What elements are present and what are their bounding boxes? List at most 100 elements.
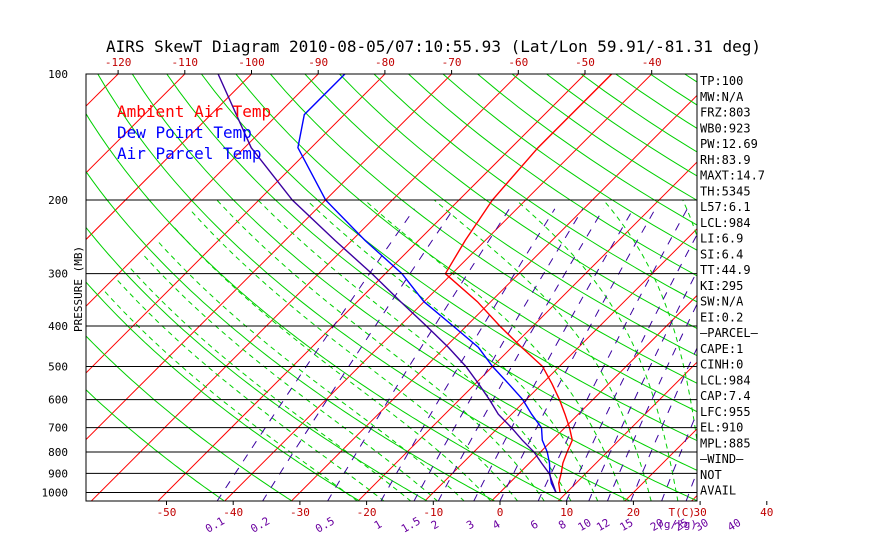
dry-adiabat-line	[86, 389, 226, 501]
bottom-temp-tick: -10	[423, 506, 443, 519]
top-temp-tick: -100	[238, 56, 265, 69]
mixing-ratio-tick: 30	[693, 516, 711, 534]
mixing-ratio-line	[413, 208, 584, 501]
mixing-ratio-line	[437, 208, 604, 501]
index-item: CAPE:1	[700, 342, 743, 356]
mixing-ratio-tick: 40	[725, 516, 743, 534]
dry-adiabat-line	[788, 74, 870, 501]
mixing-ratio-tick: 8	[556, 518, 568, 533]
isotherm-line	[758, 65, 870, 502]
isotherm-line	[86, 74, 319, 307]
dry-adiabat-line	[373, 74, 697, 303]
pressure-tick-700: 700	[48, 422, 68, 435]
mixing-ratio-line	[380, 208, 556, 501]
legend-dew-point-temp: Dew Point Temp	[117, 123, 252, 142]
moist-adiabat-line	[104, 290, 359, 501]
dry-adiabat-line	[97, 74, 631, 501]
mixing-ratio-line	[216, 208, 415, 501]
index-item: EL:910	[700, 421, 743, 435]
dry-adiabat-line	[235, 74, 697, 413]
pressure-tick-400: 400	[48, 320, 68, 333]
pressure-tick-500: 500	[48, 361, 68, 374]
bottom-temp-tick: 40	[760, 506, 773, 519]
index-item: LI:6.9	[700, 232, 743, 246]
isotherm-line	[490, 294, 697, 501]
moist-adiabat-line	[257, 199, 572, 501]
chart-title: AIRS SkewT Diagram 2010-08-05/07:10:55.9…	[106, 37, 761, 56]
legend-air-parcel-temp: Air Parcel Temp	[117, 144, 262, 163]
index-item: CAP:7.4	[700, 389, 751, 403]
mixing-ratio-line	[499, 208, 656, 501]
moist-adiabat-line	[156, 240, 465, 501]
isotherm-line	[86, 74, 386, 374]
dry-adiabat-line	[442, 74, 697, 251]
dry-adiabat-line	[86, 112, 564, 501]
mixing-ratio-tick: 2	[429, 518, 441, 533]
isotherm-line	[557, 361, 697, 501]
moist-adiabat-line	[142, 254, 439, 501]
air-parcel-temp-line	[217, 74, 557, 493]
dry-adiabat-line	[86, 170, 496, 501]
index-item: LFC:955	[700, 405, 751, 419]
pressure-tick-600: 600	[48, 394, 68, 407]
mixing-ratio-line	[739, 209, 854, 502]
bottom-axis-unit: T(C)	[669, 506, 696, 519]
mixing-ratio-tick: 12	[594, 516, 612, 534]
index-item: WB0:923	[700, 121, 751, 135]
top-temp-tick: -70	[442, 56, 462, 69]
mixing-ratio-line	[565, 233, 697, 501]
bottom-temp-tick: -50	[157, 506, 177, 519]
grid-lines	[86, 65, 870, 502]
mixing-ratio-tick: 20	[648, 516, 666, 534]
bottom-temp-tick: -30	[290, 506, 310, 519]
top-temp-tick: -50	[575, 56, 595, 69]
bottom-temp-tick: 30	[693, 506, 706, 519]
index-item: NOT	[700, 468, 722, 482]
index-item: KI:295	[700, 279, 743, 293]
index-item: SI:6.4	[700, 247, 743, 261]
index-item: LCL:984	[700, 373, 751, 387]
mixing-ratio-tick: 4	[490, 517, 503, 532]
dry-adiabat-line	[270, 74, 697, 384]
moist-adiabat-line	[433, 199, 652, 501]
index-item: LCL:984	[700, 216, 751, 230]
index-item: —PARCEL—	[700, 326, 759, 340]
index-item: CINH:0	[700, 358, 743, 372]
dry-adiabat-line	[86, 226, 429, 501]
isotherm-line	[825, 65, 870, 502]
mixing-ratio-line	[606, 303, 697, 501]
bottom-temp-tick: 0	[497, 506, 504, 519]
top-temp-tick: -80	[375, 56, 395, 69]
dry-adiabat-line	[857, 74, 870, 501]
pressure-tick-200: 200	[48, 194, 68, 207]
moist-adiabat-line	[603, 199, 697, 445]
bottom-temp-tick: -40	[223, 506, 243, 519]
mixing-ratio-tick: 10	[576, 516, 594, 534]
ambient-air-temp-line	[444, 74, 613, 493]
index-item: MAXT:14.7	[700, 169, 765, 183]
isotherm-line	[86, 74, 119, 107]
index-item: FRZ:803	[700, 106, 751, 120]
top-temp-tick: -110	[172, 56, 199, 69]
plot-frame	[85, 73, 698, 502]
moist-adiabat-line	[748, 200, 758, 501]
index-item: L57:6.1	[700, 200, 751, 214]
index-item: EI:0.2	[700, 310, 743, 324]
pressure-tick-900: 900	[48, 467, 68, 480]
index-item: PW:12.69	[700, 137, 758, 151]
index-item: MPL:885	[700, 436, 751, 450]
dry-adiabat-line	[339, 74, 697, 330]
dry-adiabat-line	[649, 74, 697, 106]
dry-adiabat-line	[86, 281, 361, 501]
dry-adiabat-line	[86, 335, 293, 501]
mixing-ratio-tick: 15	[617, 516, 635, 534]
index-item: AVAIL	[700, 484, 736, 498]
dry-adiabat-line	[823, 74, 870, 501]
mixing-ratio-tick: 6	[528, 518, 540, 533]
isotherm-line	[86, 74, 186, 174]
moist-adiabat-line	[172, 225, 492, 501]
mixing-ratio-tick: 0.5	[313, 514, 337, 535]
mixing-ratio-tick: 3	[464, 518, 476, 533]
mixing-ratio-line	[537, 208, 688, 501]
